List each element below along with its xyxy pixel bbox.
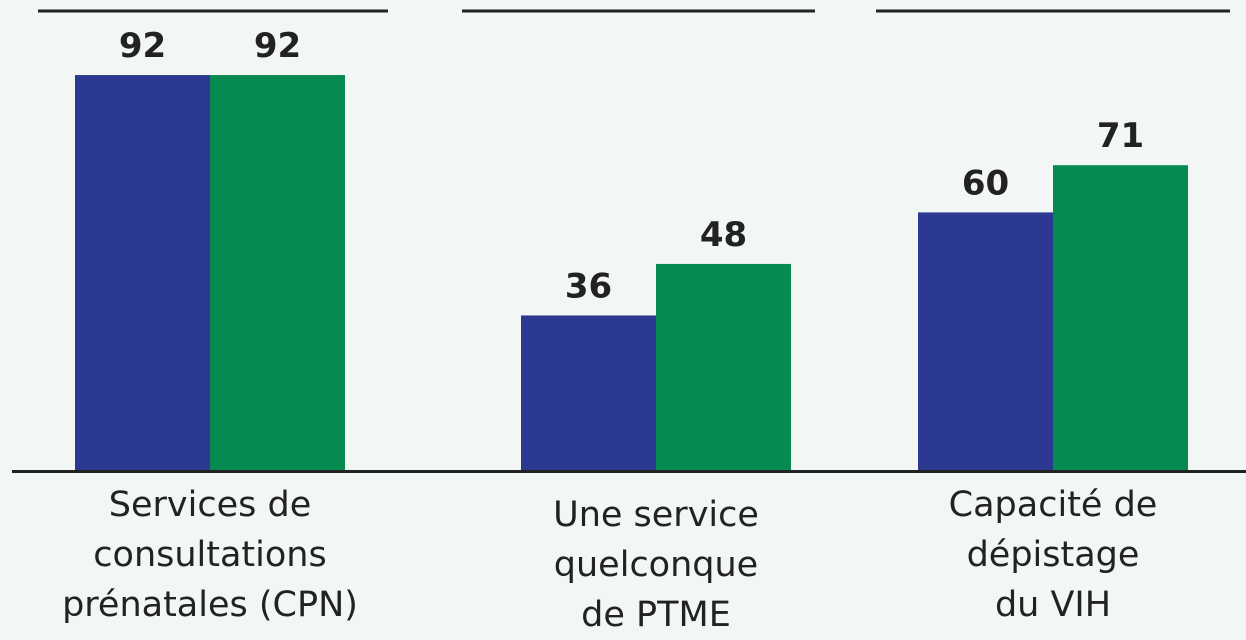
value-label: 92 [119,26,166,66]
bar [656,263,791,470]
bar [521,315,656,470]
value-label: 48 [700,215,747,255]
x-tick-label: Services de consultations prénatales (CP… [62,485,358,625]
bar [918,212,1053,471]
bar [210,75,345,470]
value-label: 36 [565,266,612,306]
value-label: 60 [962,163,1009,203]
bar [1053,165,1188,470]
value-label: 92 [254,26,301,66]
value-label: 71 [1097,116,1144,156]
bar [75,75,210,470]
x-tick-label: Capacité de dépistage du VIH [948,485,1158,625]
chart: 92 92 36 48 60 71 [12,9,1246,473]
x-tick-label: Une service quelconque de PTME [553,495,759,635]
